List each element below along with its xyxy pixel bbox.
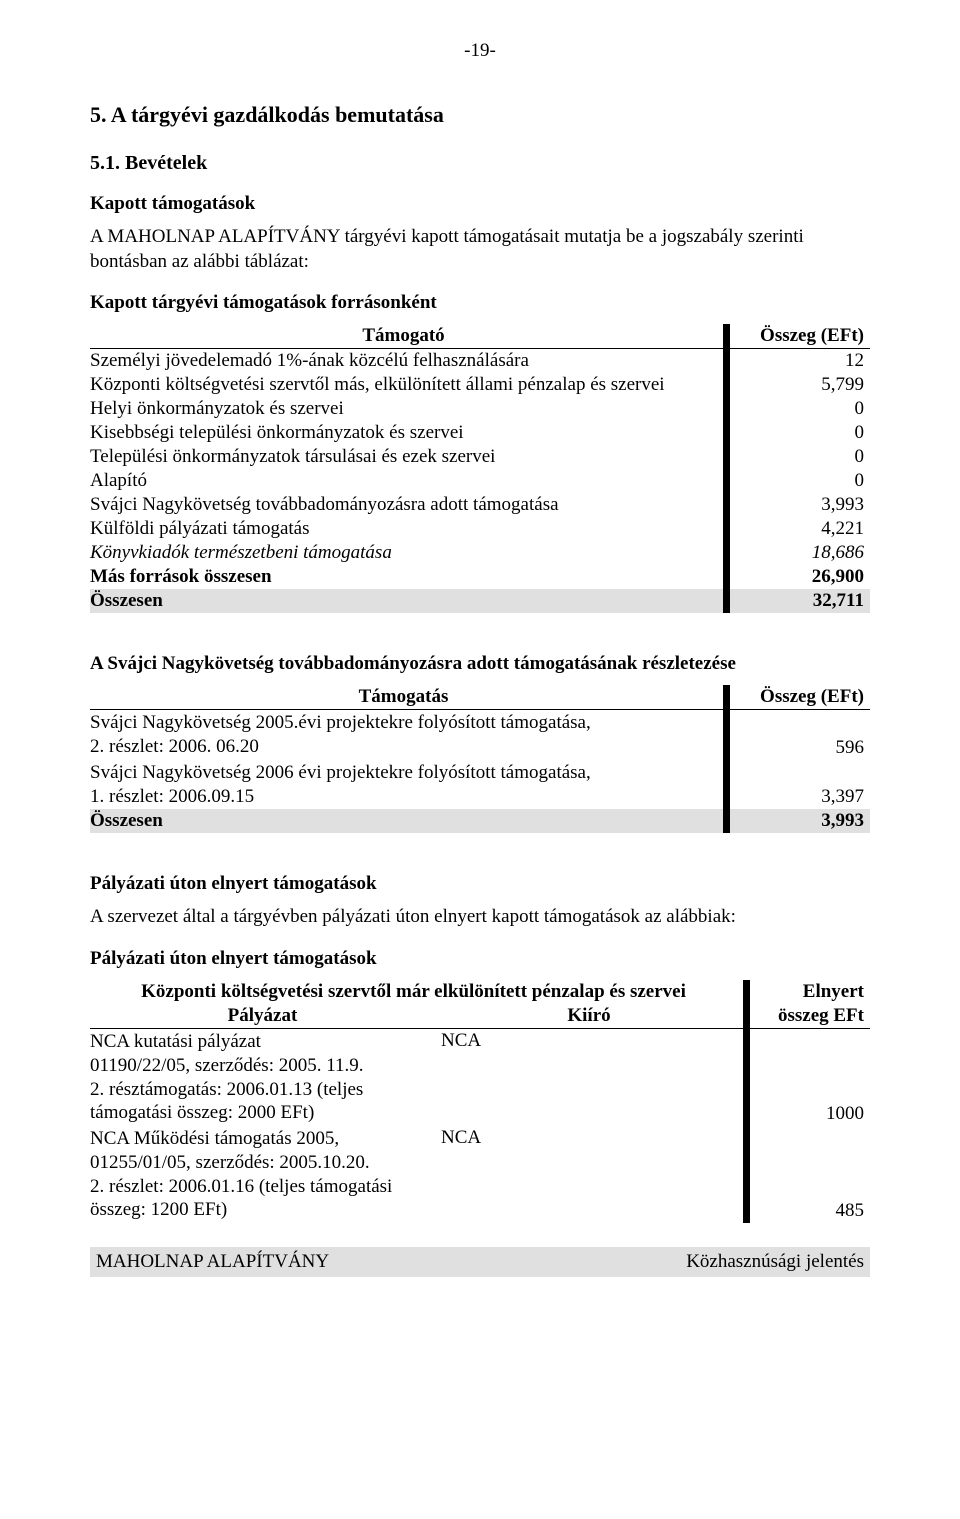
table-row: Személyi jövedelemadó 1%-ának közcélú fe… bbox=[90, 349, 870, 374]
footer-left: MAHOLNAP ALAPÍTVÁNY bbox=[96, 1251, 329, 1273]
document-page: -19- 5. A tárgyévi gazdálkodás bemutatás… bbox=[0, 0, 960, 1307]
table3-col3b: összeg EFt bbox=[750, 1004, 870, 1029]
table-row: Külföldi pályázati támogatás 4,221 bbox=[90, 517, 870, 541]
row-value: 12 bbox=[730, 349, 870, 374]
total-label: Összesen bbox=[90, 589, 723, 613]
subsection-heading: 5.1. Bevételek bbox=[90, 152, 870, 175]
page-number: -19- bbox=[90, 40, 870, 62]
table-row: Alapító 0 bbox=[90, 469, 870, 493]
table-header-row: Támogatás Összeg (EFt) bbox=[90, 685, 870, 710]
grant-amount: 1000 bbox=[750, 1029, 870, 1127]
table-swiss-detail: Támogatás Összeg (EFt) Svájci Nagykövets… bbox=[90, 685, 870, 833]
table-header-row: Támogató Összeg (EFt) bbox=[90, 324, 870, 349]
row-value: 0 bbox=[730, 445, 870, 469]
row-value: 0 bbox=[730, 397, 870, 421]
table-row: Központi költségvetési szervtől más, elk… bbox=[90, 373, 870, 397]
row-label: Alapító bbox=[90, 469, 723, 493]
table-col-value: Összeg (EFt) bbox=[730, 685, 870, 710]
table1-caption: Kapott tárgyévi támogatások forrásonként bbox=[90, 292, 870, 314]
row-label: Svájci Nagykövetség továbbadományozásra … bbox=[90, 493, 723, 517]
row-label: Svájci Nagykövetség 2006 évi projektekre… bbox=[90, 760, 723, 810]
section-heading: 5. A tárgyévi gazdálkodás bemutatása bbox=[90, 102, 870, 128]
table-row: NCA Működési támogatás 2005, 01255/01/05… bbox=[90, 1126, 870, 1223]
table-col-value: Összeg (EFt) bbox=[730, 324, 870, 349]
table-row: Más források összesen 26,900 bbox=[90, 565, 870, 589]
table3-col1: Pályázat bbox=[90, 1004, 441, 1029]
table-total-row: Összesen 32,711 bbox=[90, 589, 870, 613]
row-label: Személyi jövedelemadó 1%-ának közcélú fe… bbox=[90, 349, 723, 374]
section3-intro: A szervezet által a tárgyévben pályázati… bbox=[90, 905, 870, 930]
table-sources: Támogató Összeg (EFt) Személyi jövedelem… bbox=[90, 324, 870, 613]
grant-name: NCA Működési támogatás 2005, 01255/01/05… bbox=[90, 1126, 441, 1223]
row-value: 0 bbox=[730, 421, 870, 445]
table-row: Svájci Nagykövetség továbbadományozásra … bbox=[90, 493, 870, 517]
table-row: Települési önkormányzatok társulásai és … bbox=[90, 445, 870, 469]
row-label: Helyi önkormányzatok és szervei bbox=[90, 397, 723, 421]
row-value: 4,221 bbox=[730, 517, 870, 541]
table-total-row: Összesen 3,993 bbox=[90, 809, 870, 833]
table-row: Helyi önkormányzatok és szervei 0 bbox=[90, 397, 870, 421]
row-value: 18,686 bbox=[730, 541, 870, 565]
table-row: NCA kutatási pályázat 01190/22/05, szerz… bbox=[90, 1029, 870, 1127]
table-grants: Központi költségvetési szervtől már elkü… bbox=[90, 980, 870, 1223]
row-value: 0 bbox=[730, 469, 870, 493]
row-value: 3,993 bbox=[730, 493, 870, 517]
footer-right: Közhasznúsági jelentés bbox=[686, 1251, 864, 1273]
total-label: Összesen bbox=[90, 809, 723, 833]
section3-subtitle: Pályázati úton elnyert támogatások bbox=[90, 948, 870, 970]
table-row: Kisebbségi települési önkormányzatok és … bbox=[90, 421, 870, 445]
table-col-label: Támogatás bbox=[90, 685, 723, 710]
row-value: 3,397 bbox=[730, 760, 870, 810]
total-value: 3,993 bbox=[730, 809, 870, 833]
row-value: 596 bbox=[730, 710, 870, 760]
table3-span-header: Központi költségvetési szervtől már elkü… bbox=[90, 980, 743, 1004]
row-value: 5,799 bbox=[730, 373, 870, 397]
total-value: 32,711 bbox=[730, 589, 870, 613]
table-col-label: Támogató bbox=[90, 324, 723, 349]
page-footer: MAHOLNAP ALAPÍTVÁNY Közhasznúsági jelent… bbox=[90, 1247, 870, 1277]
section3-title: Pályázati úton elnyert támogatások bbox=[90, 873, 870, 895]
table3-col2: Kiíró bbox=[441, 1004, 743, 1029]
grant-issuer: NCA bbox=[441, 1126, 743, 1223]
table-row: Könyvkiadók természetbeni támogatása 18,6… bbox=[90, 541, 870, 565]
table-span-header: Központi költségvetési szervtől már elkü… bbox=[90, 980, 870, 1004]
row-label: Központi költségvetési szervtől más, elk… bbox=[90, 373, 723, 397]
table-row: Svájci Nagykövetség 2006 évi projektekre… bbox=[90, 760, 870, 810]
grant-issuer: NCA bbox=[441, 1029, 743, 1127]
grant-name: NCA kutatási pályázat 01190/22/05, szerz… bbox=[90, 1029, 441, 1127]
table-header-row: Pályázat Kiíró összeg EFt bbox=[90, 1004, 870, 1029]
row-label: Települési önkormányzatok társulásai és … bbox=[90, 445, 723, 469]
table-row: Svájci Nagykövetség 2005.évi projektekre… bbox=[90, 710, 870, 760]
intro-paragraph: A MAHOLNAP ALAPÍTVÁNY tárgyévi kapott tá… bbox=[90, 225, 870, 274]
table3-col3a: Elnyert bbox=[750, 980, 870, 1004]
row-label: Külföldi pályázati támogatás bbox=[90, 517, 723, 541]
grant-amount: 485 bbox=[750, 1126, 870, 1223]
table2-title: A Svájci Nagykövetség továbbadományozásr… bbox=[90, 653, 870, 675]
row-label: Más források összesen bbox=[90, 565, 723, 589]
row-label: Könyvkiadók természetbeni támogatása bbox=[90, 541, 723, 565]
part-heading: Kapott támogatások bbox=[90, 193, 870, 215]
row-value: 26,900 bbox=[730, 565, 870, 589]
row-label: Kisebbségi települési önkormányzatok és … bbox=[90, 421, 723, 445]
row-label: Svájci Nagykövetség 2005.évi projektekre… bbox=[90, 710, 723, 760]
